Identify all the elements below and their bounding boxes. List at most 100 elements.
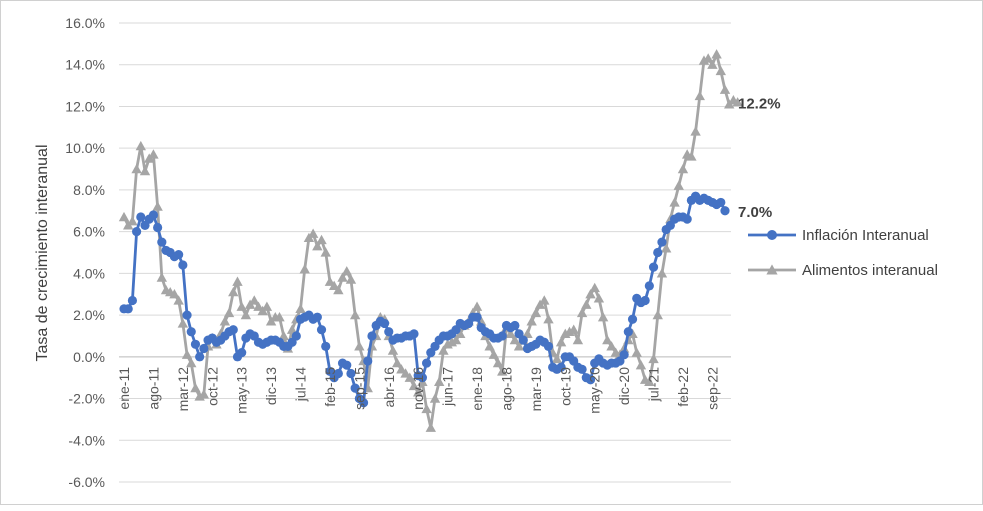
data-point bbox=[328, 280, 340, 291]
data-point bbox=[299, 263, 310, 274]
data-point bbox=[555, 337, 567, 347]
data-point bbox=[346, 368, 356, 379]
data-point bbox=[417, 373, 427, 383]
data-point bbox=[169, 289, 180, 299]
data-point bbox=[581, 299, 592, 309]
x-tick-label: may-13 bbox=[234, 367, 250, 414]
data-point bbox=[286, 324, 298, 334]
x-tick-label: ago-11 bbox=[145, 367, 161, 410]
data-point bbox=[358, 398, 369, 408]
data-point bbox=[195, 352, 205, 362]
data-point bbox=[178, 260, 188, 270]
data-point bbox=[660, 243, 672, 253]
data-point bbox=[316, 325, 327, 335]
y-axis-ticks: 16.0% 14.0% 12.0% 10.0% 8.0% 6.0% 4.0% 2.0% 0.0%… bbox=[65, 15, 105, 490]
x-tick-label: ene-11 bbox=[116, 367, 132, 410]
x-tick-label: abr-16 bbox=[381, 367, 397, 408]
data-point bbox=[505, 328, 516, 339]
data-point bbox=[492, 357, 504, 368]
data-point bbox=[135, 140, 147, 151]
x-tick-label: nov-16 bbox=[410, 367, 426, 410]
data-point bbox=[719, 84, 731, 94]
data-point bbox=[518, 335, 528, 345]
data-point bbox=[715, 65, 726, 76]
y-tick-label: 4.0% bbox=[73, 265, 105, 281]
data-point bbox=[324, 276, 336, 286]
data-point bbox=[682, 214, 692, 224]
data-point bbox=[249, 295, 260, 305]
data-point bbox=[186, 357, 197, 368]
data-point bbox=[387, 345, 399, 355]
data-point bbox=[223, 307, 235, 318]
data-point bbox=[631, 347, 642, 357]
data-point bbox=[711, 49, 722, 59]
data-point bbox=[408, 380, 420, 391]
data-point bbox=[342, 360, 352, 370]
data-point bbox=[422, 358, 432, 368]
data-point bbox=[228, 325, 238, 335]
x-tick-label: feb-22 bbox=[675, 367, 691, 407]
y-tick-label: -4.0% bbox=[68, 432, 105, 448]
x-tick-label: feb-15 bbox=[322, 367, 338, 407]
data-point bbox=[181, 349, 193, 359]
y-tick-label: -6.0% bbox=[68, 474, 105, 490]
data-point bbox=[312, 241, 323, 251]
data-point bbox=[123, 304, 133, 314]
data-point bbox=[182, 310, 192, 320]
x-tick-label: sep-15 bbox=[351, 367, 367, 410]
data-point bbox=[127, 295, 138, 306]
data-point bbox=[396, 364, 407, 374]
data-point bbox=[384, 327, 394, 337]
data-point bbox=[190, 339, 201, 349]
data-point bbox=[484, 341, 495, 351]
data-point bbox=[199, 343, 209, 354]
data-point bbox=[237, 348, 247, 358]
data-point bbox=[350, 383, 360, 393]
data-point bbox=[640, 295, 650, 306]
y-tick-label: 6.0% bbox=[73, 224, 105, 240]
x-tick-label: mar-12 bbox=[175, 367, 191, 412]
data-point bbox=[118, 211, 130, 222]
data-point bbox=[732, 97, 743, 107]
data-point bbox=[131, 163, 142, 174]
x-tick-label: dic-13 bbox=[263, 367, 279, 405]
data-point bbox=[677, 163, 689, 174]
data-point bbox=[593, 293, 605, 303]
data-point bbox=[644, 376, 655, 387]
data-point bbox=[409, 329, 419, 339]
data-point bbox=[379, 318, 390, 329]
data-point bbox=[556, 362, 566, 372]
data-point bbox=[619, 350, 629, 360]
data-point bbox=[354, 341, 365, 351]
data-point bbox=[240, 309, 252, 320]
data-point bbox=[648, 262, 659, 272]
x-tick-label: sep-22 bbox=[704, 367, 720, 410]
data-point bbox=[551, 353, 563, 364]
data-point bbox=[132, 227, 142, 237]
data-point bbox=[253, 301, 264, 311]
data-point bbox=[627, 314, 638, 324]
data-point bbox=[157, 237, 167, 247]
data-point bbox=[219, 316, 231, 326]
y-tick-label: -2.0% bbox=[68, 391, 105, 407]
data-point bbox=[156, 272, 168, 282]
legend-label: Alimentos interanual bbox=[802, 262, 938, 279]
data-point bbox=[312, 312, 322, 322]
data-point bbox=[198, 389, 210, 399]
end-labels: 7.0% 12.2% bbox=[738, 95, 781, 220]
y-tick-label: 14.0% bbox=[65, 57, 105, 73]
data-point bbox=[139, 165, 151, 176]
data-point bbox=[349, 309, 361, 320]
data-point bbox=[602, 334, 613, 345]
data-point bbox=[412, 387, 424, 397]
data-point bbox=[572, 334, 584, 345]
data-point bbox=[190, 382, 201, 393]
data-point bbox=[278, 330, 289, 341]
data-point bbox=[434, 376, 445, 387]
data-point bbox=[497, 331, 507, 341]
data-point bbox=[153, 222, 163, 233]
x-tick-label: oct-12 bbox=[204, 367, 220, 406]
data-point bbox=[589, 282, 600, 293]
data-point bbox=[509, 334, 521, 345]
